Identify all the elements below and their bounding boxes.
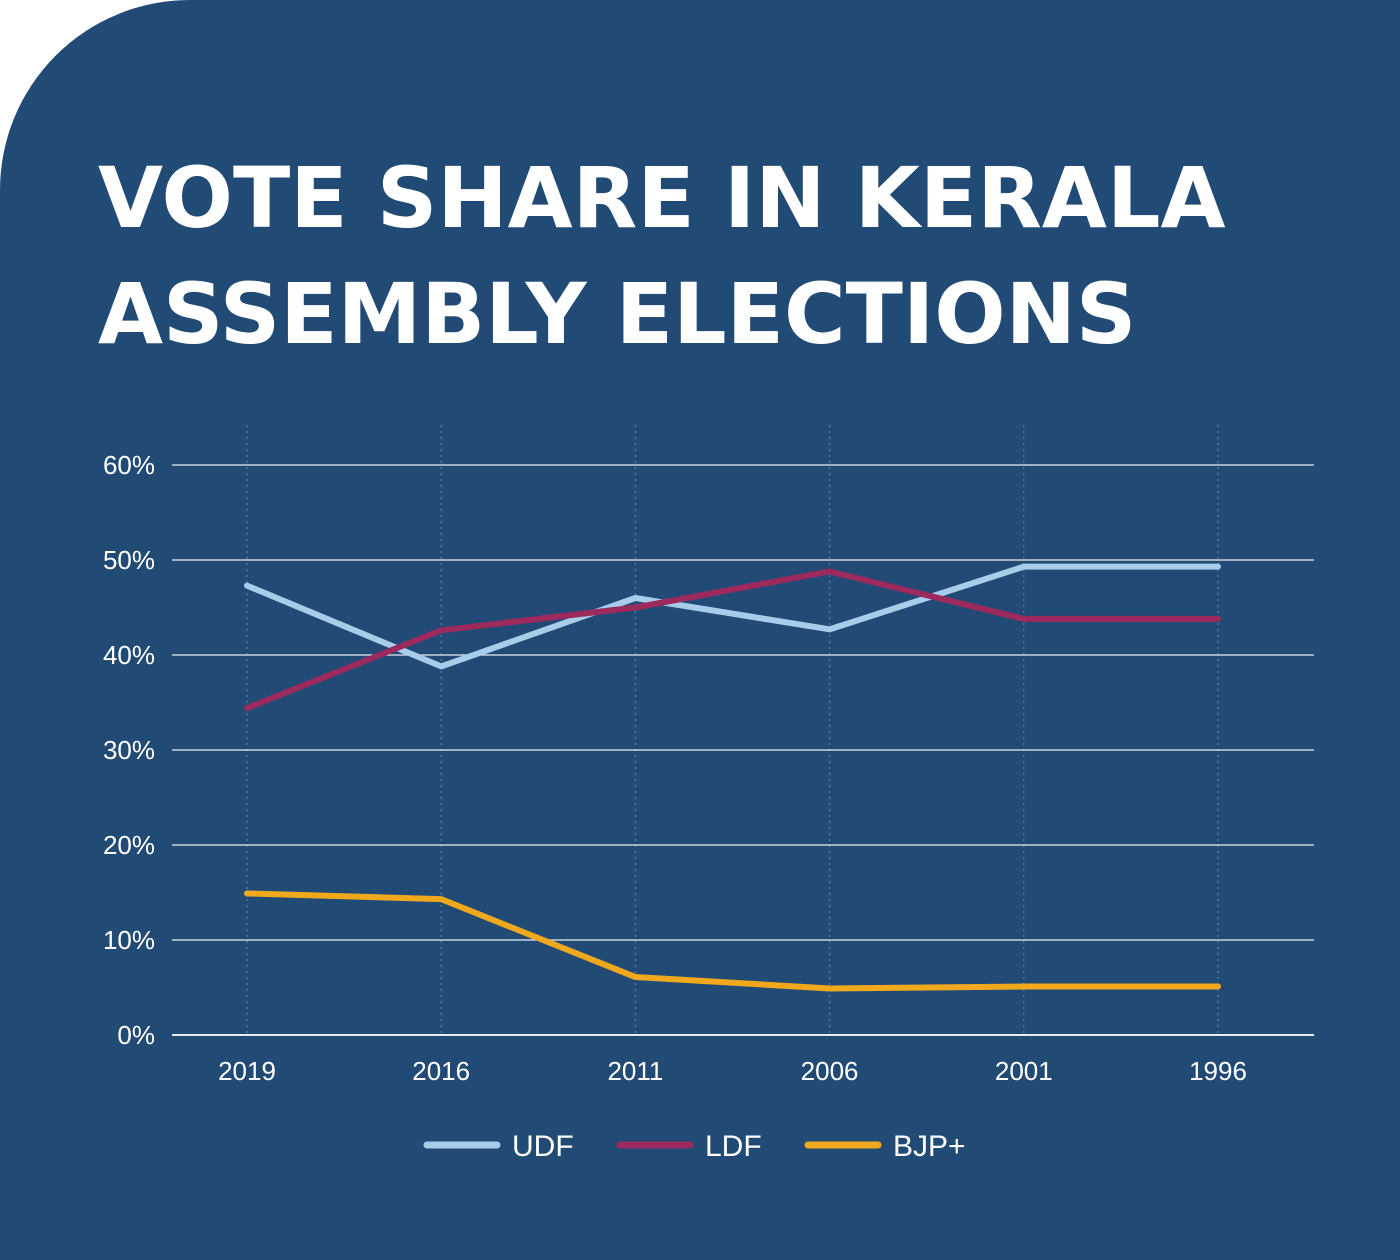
series-line-ldf	[244, 568, 1221, 712]
x-tick-label: 2011	[607, 1056, 663, 1086]
y-tick-label: 30%	[103, 735, 155, 765]
vertical-gridlines	[246, 425, 1219, 1035]
data-series	[244, 563, 1221, 992]
x-tick-label: 2001	[995, 1056, 1053, 1086]
x-tick-label: 2016	[412, 1056, 470, 1086]
x-tick-label: 1996	[1189, 1056, 1247, 1086]
legend-label-bjp: BJP+	[893, 1130, 966, 1163]
legend-label-ldf: LDF	[705, 1130, 762, 1163]
x-axis-tick-labels: 2019 2016 2011 2006 2001 1996	[218, 1056, 1247, 1086]
y-axis-tick-labels: 0% 10% 20% 30% 40% 50% 60%	[103, 450, 155, 1050]
y-tick-label: 10%	[103, 925, 155, 955]
chart-title-line-2: ASSEMBLY ELECTIONS	[98, 265, 1137, 363]
series-line-bjp	[244, 890, 1221, 992]
x-tick-label: 2006	[801, 1056, 859, 1086]
y-tick-label: 50%	[103, 545, 155, 575]
series-line-udf	[244, 563, 1221, 670]
y-tick-label: 40%	[103, 640, 155, 670]
y-tick-label: 60%	[103, 450, 155, 480]
x-tick-label: 2019	[218, 1056, 276, 1086]
chart-title: VOTE SHARE IN KERALA ASSEMBLY ELECTIONS	[98, 140, 1225, 372]
legend: UDF LDF BJP+	[423, 1130, 966, 1163]
horizontal-gridlines	[172, 464, 1314, 1036]
y-tick-label: 20%	[103, 830, 155, 860]
chart-title-line-1: VOTE SHARE IN KERALA	[98, 149, 1226, 247]
y-tick-label: 0%	[117, 1020, 155, 1050]
legend-label-udf: UDF	[512, 1130, 574, 1163]
